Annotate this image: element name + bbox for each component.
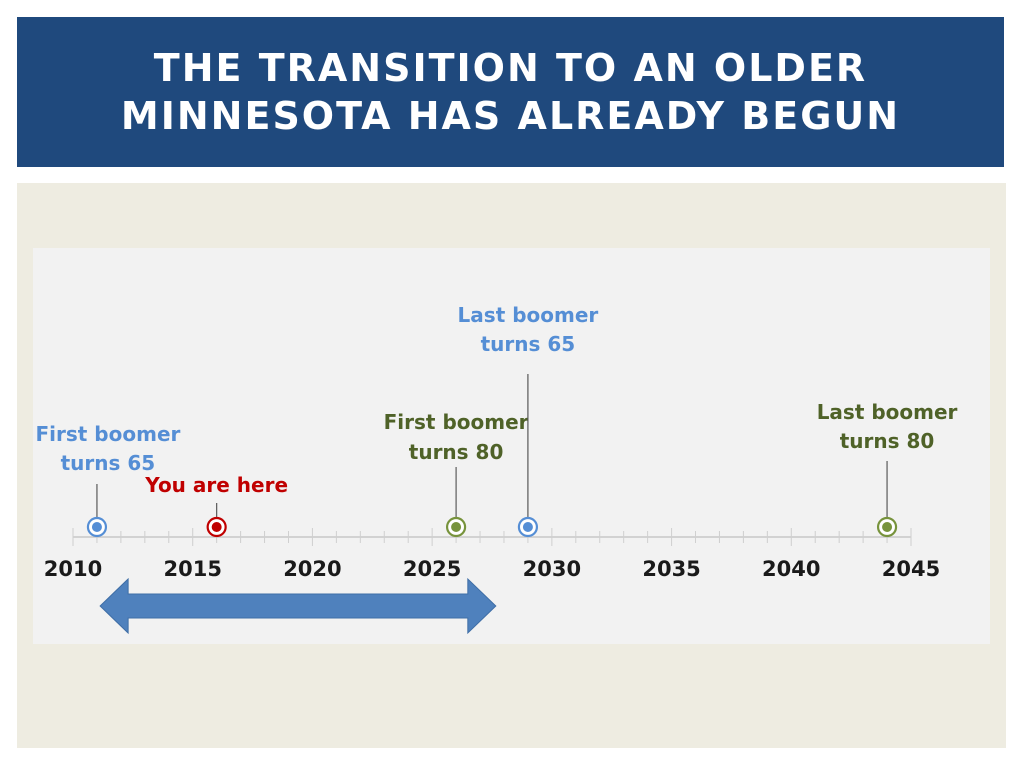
year-label-2020: 2020 xyxy=(283,557,341,581)
year-label-2030: 2030 xyxy=(523,557,581,581)
first-boomer-80-label-line-1: First boomer xyxy=(384,410,529,434)
year-label-2015: 2015 xyxy=(163,557,221,581)
first-boomer-80-label-line-2: turns 80 xyxy=(409,440,504,464)
timeline-panel xyxy=(33,248,990,644)
you-are-here-marker-dot xyxy=(211,522,222,532)
year-label-2040: 2040 xyxy=(762,557,820,581)
last-boomer-80-label-line-1: Last boomer xyxy=(817,400,958,424)
last-boomer-80-marker-dot xyxy=(882,522,893,532)
first-boomer-65-marker-dot xyxy=(91,522,102,532)
range-double-arrow xyxy=(99,577,497,635)
year-label-2010: 2010 xyxy=(44,557,102,581)
year-label-2035: 2035 xyxy=(642,557,700,581)
last-boomer-65-label-line-2: turns 65 xyxy=(481,332,576,356)
title-line-1: THE TRANSITION TO AN OLDER xyxy=(153,46,868,90)
you-are-here-label-line-1: You are here xyxy=(144,473,288,497)
title-line-2: MINNESOTA HAS ALREADY BEGUN xyxy=(120,94,901,138)
first-boomer-65-label-line-2: turns 65 xyxy=(61,451,156,475)
title-bar: THE TRANSITION TO AN OLDER MINNESOTA HAS… xyxy=(17,17,1004,167)
year-label-2045: 2045 xyxy=(882,557,940,581)
last-boomer-80-label-line-2: turns 80 xyxy=(840,429,935,453)
first-boomer-65-label-line-1: First boomer xyxy=(36,422,181,446)
first-boomer-80-marker-dot xyxy=(451,522,462,532)
year-label-2025: 2025 xyxy=(403,557,461,581)
last-boomer-65-label-line-1: Last boomer xyxy=(458,303,599,327)
last-boomer-65-marker-dot xyxy=(522,522,533,532)
